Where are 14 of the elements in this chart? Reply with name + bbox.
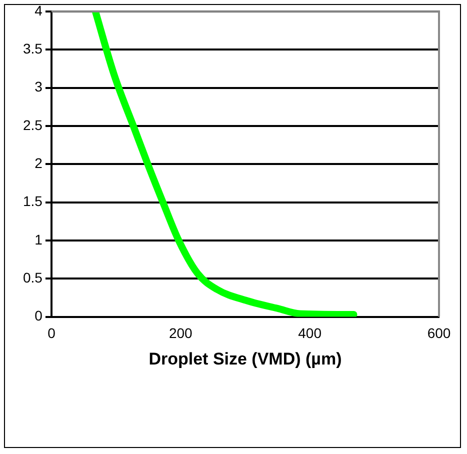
x-tick-label: 400 [298, 325, 322, 342]
y-tick-label: 3.5 [22, 40, 43, 56]
y-tick-label: 4 [34, 2, 43, 18]
y-tick-label: 3 [34, 78, 43, 95]
x-axis-title: Droplet Size (VMD) (µm) [148, 349, 342, 368]
y-tick-label: 1.5 [22, 193, 43, 210]
y-tick-label: 1 [34, 231, 43, 248]
x-tick-label: 0 [48, 325, 56, 342]
x-tick-label: 600 [427, 325, 451, 342]
y-tick-label: 2 [34, 154, 43, 171]
x-tick-label: 200 [168, 325, 193, 342]
y-tick-label: 0 [34, 308, 43, 324]
y-tick-label: 2.5 [22, 116, 43, 133]
y-tick-label: 0.5 [22, 269, 43, 286]
